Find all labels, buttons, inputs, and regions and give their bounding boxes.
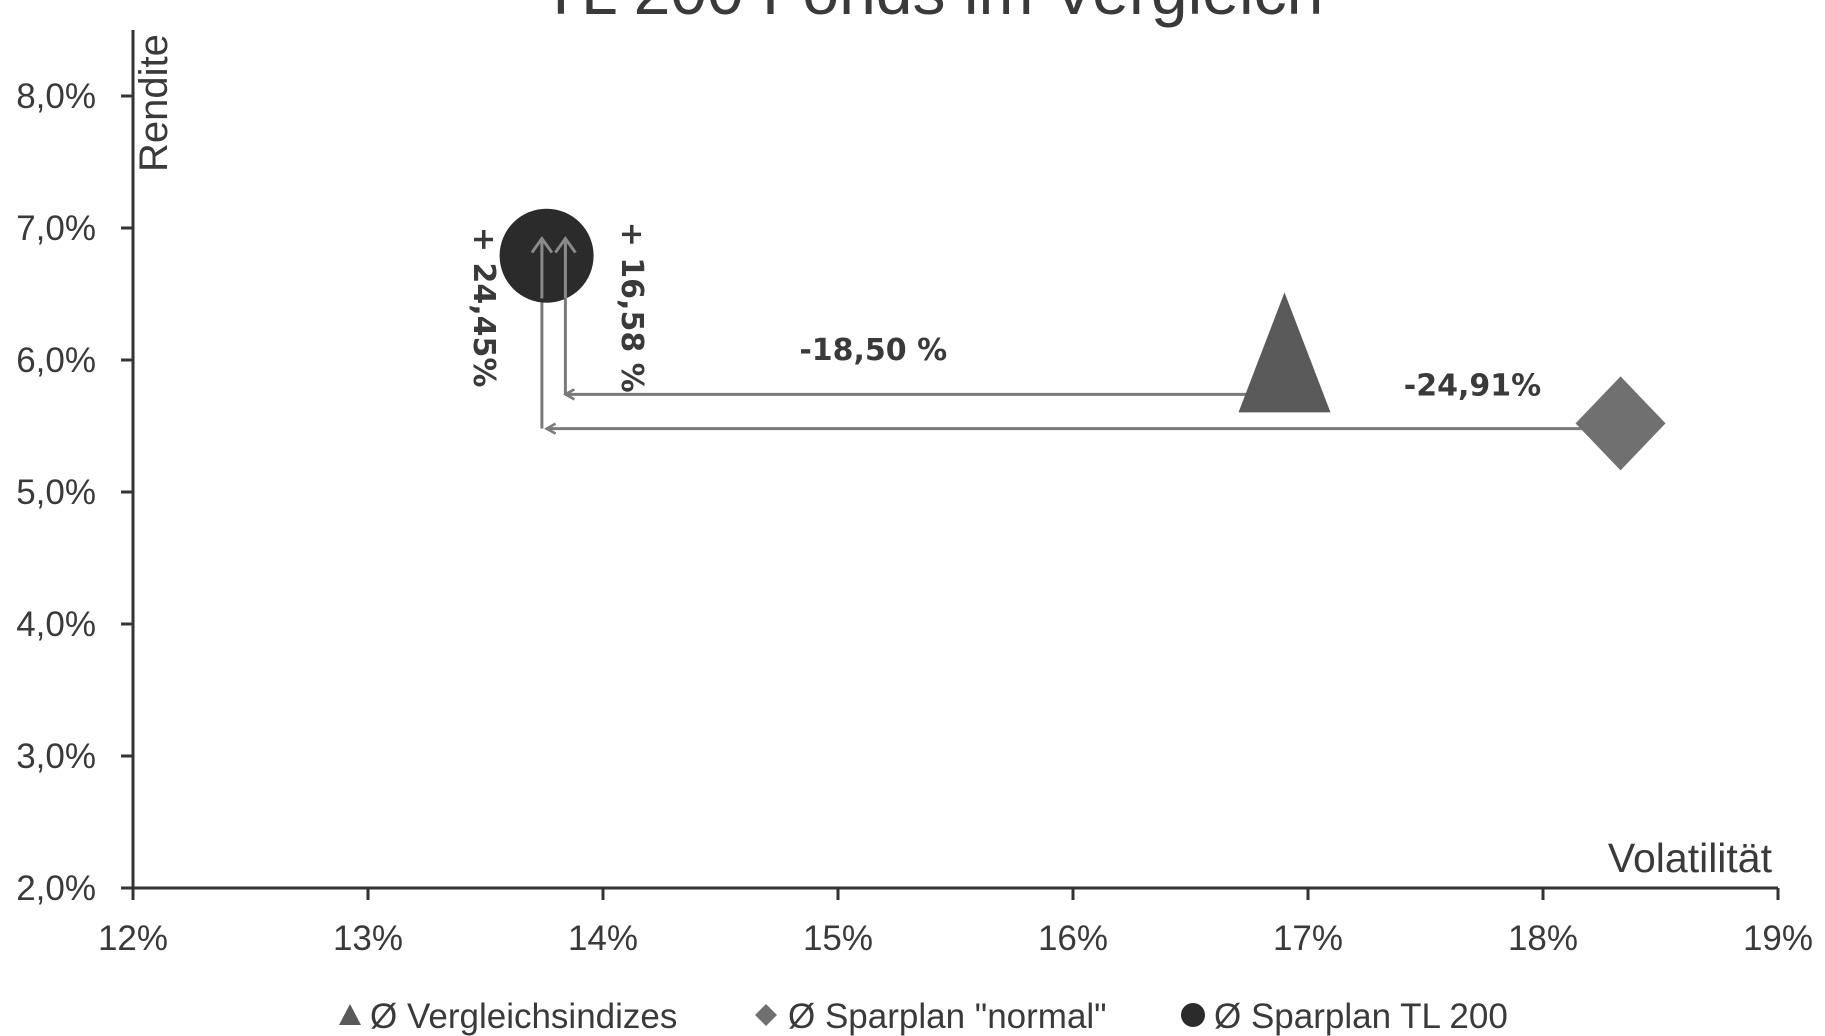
y-tick-label: 7,0% (16, 209, 96, 248)
x-tick-label: 14% (568, 919, 638, 958)
y-tick-label: 5,0% (16, 473, 96, 512)
data-point-diamond (1575, 376, 1666, 471)
legend-item-sparplan-normal: Ø Sparplan "normal" (755, 997, 1107, 1036)
arrows-layer (542, 239, 1621, 429)
y-tick-label: 4,0% (16, 605, 96, 644)
legend-label-sparplan-tl200: Ø Sparplan TL 200 (1214, 997, 1508, 1036)
ticks-layer: 12% 13% 14% 15% 16% 17% 18% 19% 2,0% 3,0% 4,0% 5,0%… (16, 77, 1813, 958)
legend-marker-diamond (755, 1004, 777, 1026)
annotation-label: + 16,58 % (614, 222, 649, 393)
data-point-circle (499, 208, 594, 303)
arrowhead-overlay (554, 235, 577, 299)
y-tick-label: 2,0% (16, 869, 96, 908)
legend-label-vergleichsindizes: Ø Vergleichsindizes (370, 997, 677, 1036)
y-tick-label: 3,0% (16, 737, 96, 776)
annotation-label: -18,50 % (799, 333, 947, 368)
legend-item-sparplan-tl200: Ø Sparplan TL 200 (1181, 997, 1508, 1036)
x-tick-label: 19% (1743, 919, 1813, 958)
points-layer (499, 208, 1666, 471)
x-axis-label: Volatilität (1608, 835, 1773, 881)
annotation-label: + 24,45% (466, 227, 501, 388)
x-tick-label: 13% (333, 919, 403, 958)
legend-marker-triangle (339, 1004, 361, 1025)
legend-marker-circle (1181, 1003, 1205, 1027)
annotation-label: -24,91% (1404, 369, 1541, 404)
legend: Ø Vergleichsindizes Ø Sparplan "normal" … (339, 997, 1508, 1036)
y-tick-label: 6,0% (16, 341, 96, 380)
legend-label-sparplan-normal: Ø Sparplan "normal" (788, 997, 1107, 1036)
x-tick-label: 15% (803, 919, 873, 958)
legend-item-vergleichsindizes: Ø Vergleichsindizes (339, 997, 677, 1036)
x-tick-label: 12% (98, 919, 168, 958)
x-tick-label: 16% (1038, 919, 1108, 958)
chart-title: TL 200 Fonds im Vergleich (541, 0, 1324, 28)
y-axis-label: Rendite (132, 34, 176, 172)
y-tick-label: 8,0% (16, 77, 96, 116)
x-tick-label: 18% (1508, 919, 1578, 958)
arrowhead-overlay (530, 235, 554, 299)
data-point-triangle (1238, 292, 1331, 413)
annotations-layer: -18,50 % -24,91% + 24,45% + 16,58 % (466, 222, 1541, 404)
x-tick-label: 17% (1273, 919, 1343, 958)
